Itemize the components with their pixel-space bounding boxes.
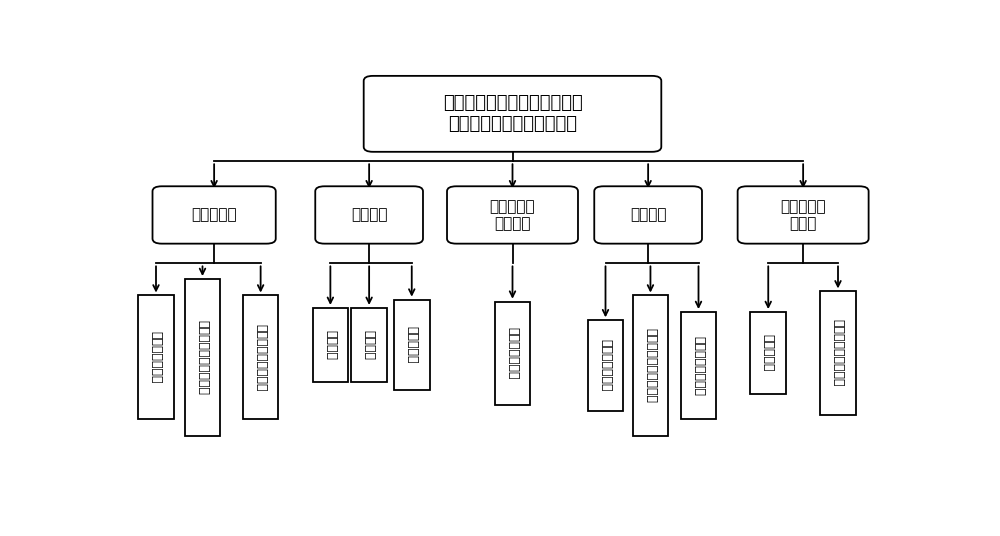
Text: 外接多路温度巡检仪: 外接多路温度巡检仪 (832, 319, 844, 387)
Text: 可视化功能: 可视化功能 (191, 207, 237, 222)
Bar (243, 295, 278, 419)
FancyBboxPatch shape (153, 187, 276, 244)
Bar (394, 300, 430, 390)
FancyBboxPatch shape (364, 76, 661, 152)
Text: 加热功能: 加热功能 (351, 207, 387, 222)
Bar (633, 295, 668, 436)
Text: 温度实时监
测功能: 温度实时监 测功能 (780, 199, 826, 231)
Text: 采样功能: 采样功能 (630, 207, 666, 222)
Text: 地下水深度与流量控制: 地下水深度与流量控制 (196, 320, 209, 395)
FancyBboxPatch shape (594, 187, 702, 244)
Text: 热电偶加热: 热电偶加热 (405, 326, 418, 364)
Bar (313, 308, 348, 382)
Bar (588, 320, 623, 411)
Bar (185, 279, 220, 436)
Text: 温度传感器: 温度传感器 (762, 334, 775, 372)
Bar (750, 312, 786, 394)
Text: 不同深度样品采集: 不同深度样品采集 (692, 336, 705, 396)
Text: 地下水流速控制: 地下水流速控制 (150, 331, 162, 384)
Text: 生物刺激剂注入: 生物刺激剂注入 (506, 327, 519, 379)
Bar (681, 312, 716, 419)
Text: 可视化透明有机玻璃: 可视化透明有机玻璃 (254, 324, 267, 391)
Bar (351, 308, 387, 382)
Text: 冷水循环: 冷水循环 (363, 330, 376, 360)
Text: 不同水平位置样品采集: 不同水平位置样品采集 (644, 328, 657, 403)
Text: 热水注入: 热水注入 (324, 330, 337, 360)
FancyBboxPatch shape (738, 187, 869, 244)
Bar (138, 295, 174, 419)
Text: 多孔不锈钢筛井: 多孔不锈钢筛井 (599, 339, 612, 392)
Bar (820, 292, 856, 415)
FancyBboxPatch shape (315, 187, 423, 244)
Text: 用于模拟原位热强化微生物耦
合修复过程的模拟反应装置: 用于模拟原位热强化微生物耦 合修复过程的模拟反应装置 (443, 94, 582, 133)
FancyBboxPatch shape (447, 187, 578, 244)
Bar (495, 302, 530, 405)
Text: 生物刺激剂
注入功能: 生物刺激剂 注入功能 (490, 199, 535, 231)
